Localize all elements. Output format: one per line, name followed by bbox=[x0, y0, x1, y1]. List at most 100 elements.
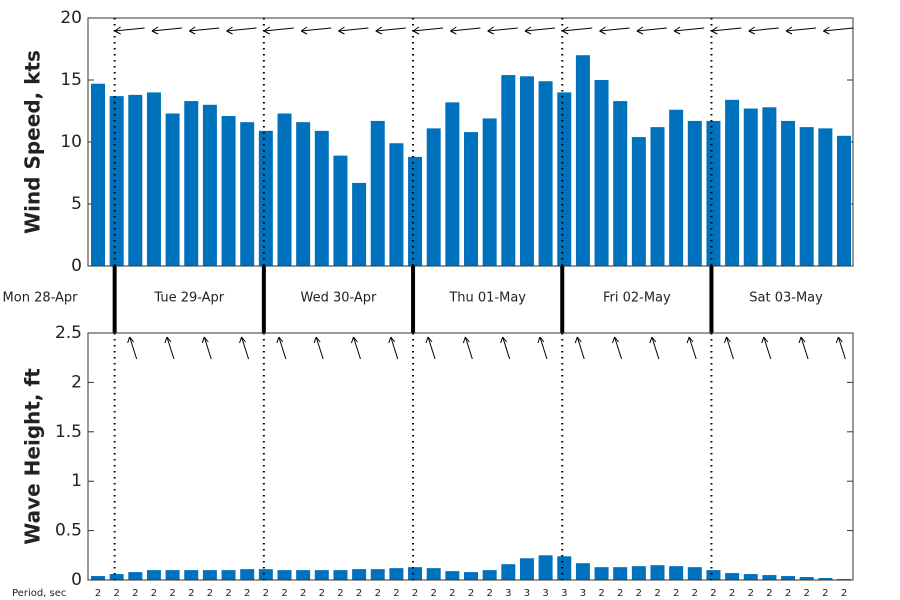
bar bbox=[743, 108, 758, 267]
bar bbox=[762, 107, 777, 266]
wind-arrow bbox=[748, 27, 779, 32]
wind-arrow bbox=[413, 27, 444, 32]
bar bbox=[482, 118, 497, 266]
period-value: 2 bbox=[692, 588, 698, 599]
bar bbox=[240, 569, 255, 580]
wave-arrow bbox=[725, 336, 734, 360]
bar bbox=[799, 127, 814, 267]
period-value: 2 bbox=[319, 588, 325, 599]
bar bbox=[575, 563, 590, 580]
bar bbox=[594, 567, 609, 580]
bar bbox=[687, 120, 702, 266]
wind-arrow-head bbox=[412, 26, 420, 35]
period-value: 2 bbox=[431, 588, 437, 599]
period-value: 3 bbox=[542, 588, 548, 599]
period-value: 2 bbox=[598, 588, 604, 599]
period-value: 2 bbox=[393, 588, 399, 599]
period-value: 2 bbox=[169, 588, 175, 599]
period-value: 2 bbox=[654, 588, 660, 599]
wave-arrow-head bbox=[500, 336, 508, 344]
wave-arrow bbox=[837, 336, 846, 360]
bar bbox=[277, 113, 292, 266]
bar bbox=[184, 570, 199, 580]
wind-arrow bbox=[226, 27, 257, 32]
day-label: Mon 28-Apr bbox=[3, 291, 79, 306]
period-value: 2 bbox=[132, 588, 138, 599]
wave-arrow bbox=[763, 336, 772, 360]
bar bbox=[146, 92, 161, 267]
y-axis-label: Wind Speed, kts bbox=[21, 50, 45, 234]
wave-arrow-head bbox=[649, 336, 657, 344]
wind-arrow bbox=[450, 27, 481, 32]
wind-arrow-head bbox=[338, 26, 345, 35]
wind-arrow bbox=[674, 27, 705, 32]
period-value: 2 bbox=[281, 588, 287, 599]
bar bbox=[669, 566, 684, 580]
wave-arrow bbox=[241, 336, 250, 360]
bar bbox=[538, 555, 553, 580]
bar bbox=[482, 570, 497, 580]
period-value: 2 bbox=[804, 588, 810, 599]
wave-arrow bbox=[688, 336, 697, 360]
day-label: Wed 30-Apr bbox=[300, 291, 377, 306]
period-value: 2 bbox=[207, 588, 213, 599]
bar bbox=[221, 570, 236, 580]
period-value: 2 bbox=[729, 588, 735, 599]
wind-arrow bbox=[524, 27, 555, 32]
wave-arrow-head bbox=[239, 336, 246, 344]
bar bbox=[781, 120, 796, 266]
bar bbox=[818, 578, 833, 580]
period-value: 2 bbox=[412, 588, 418, 599]
bar bbox=[221, 115, 236, 267]
period-value: 2 bbox=[673, 588, 679, 599]
wave-arrow bbox=[129, 336, 138, 360]
bar bbox=[501, 75, 516, 266]
y-tick-label: 2.5 bbox=[55, 323, 82, 343]
bar bbox=[128, 94, 143, 266]
bar bbox=[706, 570, 721, 580]
day-label: Fri 02-May bbox=[603, 291, 671, 306]
period-value: 2 bbox=[300, 588, 306, 599]
bar bbox=[389, 568, 404, 580]
bar bbox=[352, 569, 367, 580]
wind-arrow-head bbox=[748, 26, 756, 35]
wind-arrow bbox=[375, 27, 406, 32]
bar bbox=[277, 570, 292, 580]
wind-arrow-head bbox=[226, 26, 233, 35]
period-value: 2 bbox=[244, 588, 250, 599]
wind-arrow bbox=[189, 27, 220, 32]
bar bbox=[202, 570, 217, 580]
wind-arrow bbox=[338, 27, 369, 32]
period-value: 2 bbox=[785, 588, 791, 599]
wave-arrow bbox=[203, 336, 212, 360]
period-value: 2 bbox=[766, 588, 772, 599]
bar bbox=[389, 143, 404, 266]
bar bbox=[669, 109, 684, 266]
wave-arrow bbox=[390, 336, 399, 360]
period-value: 2 bbox=[468, 588, 474, 599]
wind-arrow bbox=[301, 27, 332, 32]
bar bbox=[557, 92, 572, 267]
bar bbox=[687, 567, 702, 580]
period-value: 2 bbox=[449, 588, 455, 599]
bar bbox=[631, 566, 646, 580]
wave-arrow-head bbox=[612, 336, 619, 344]
wave-arrow-head bbox=[201, 336, 209, 344]
wave-arrow bbox=[464, 336, 473, 360]
y-tick-label: 10 bbox=[60, 132, 82, 152]
bar bbox=[165, 113, 180, 266]
period-value: 2 bbox=[188, 588, 194, 599]
wind-arrow bbox=[636, 27, 667, 32]
day-label: Thu 01-May bbox=[448, 291, 526, 306]
y-tick-label: 0.5 bbox=[55, 521, 82, 541]
wind-arrow-head bbox=[487, 26, 494, 35]
wave-arrow-head bbox=[276, 336, 284, 344]
period-value: 2 bbox=[822, 588, 828, 599]
y-tick-label: 20 bbox=[60, 8, 82, 28]
wave-arrow bbox=[352, 336, 361, 360]
wave-arrow-head bbox=[723, 336, 731, 344]
bar bbox=[464, 132, 478, 266]
bar bbox=[743, 574, 758, 580]
bar bbox=[370, 569, 385, 580]
period-value: 3 bbox=[524, 588, 530, 599]
